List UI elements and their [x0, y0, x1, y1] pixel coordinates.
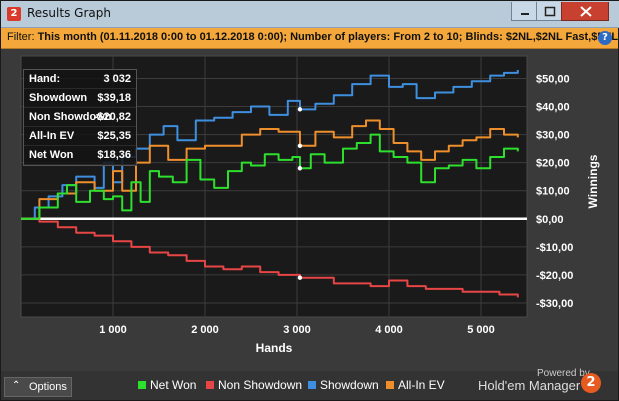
stat-value: 3 032 — [103, 73, 131, 85]
hover-marker — [297, 107, 303, 112]
maximize-button[interactable] — [536, 2, 562, 21]
hover-marker — [297, 275, 303, 280]
stats-panel: Hand: 3 032 Showdown $39,18 Non Showdown -$… — [23, 69, 137, 166]
chevron-up-icon: ⌃ — [12, 380, 21, 391]
filter-text: Filter: This month (01.11.2018 0:00 to 0… — [7, 31, 618, 43]
filter-bar: Filter: This month (01.11.2018 0:00 to 0… — [1, 28, 618, 49]
series-line-showdown — [21, 70, 519, 220]
x-tick-label: 4 000 — [375, 324, 403, 336]
legend-item-allin-ev[interactable]: All-In EV — [386, 378, 445, 392]
y-tick-label: -$20,00 — [536, 270, 573, 282]
options-label: Options — [29, 381, 67, 393]
stat-row-hands: Hand: 3 032 — [24, 70, 136, 89]
y-tick-label: $30,00 — [536, 130, 570, 142]
y-tick-label: -$10,00 — [536, 242, 573, 254]
hover-marker — [297, 166, 303, 171]
legend-item-showdown[interactable]: Showdown — [308, 378, 379, 392]
legend-label: All-In EV — [398, 378, 445, 392]
stat-label: Non Showdown — [29, 111, 112, 123]
legend-label: Non Showdown — [218, 378, 303, 392]
legend-label: Net Won — [150, 378, 197, 392]
app-logo-icon: 2 — [7, 7, 21, 21]
y-tick-label: $40,00 — [536, 102, 570, 114]
legend-label: Showdown — [320, 378, 379, 392]
minimize-icon — [521, 13, 529, 15]
stat-row-allin-ev: All-In EV $25,35 — [24, 127, 136, 146]
window-title: Results Graph — [27, 6, 111, 20]
x-axis-label: Hands — [256, 341, 293, 355]
y-axis-label: Winnings — [586, 154, 600, 208]
filter-prefix: Filter: — [7, 31, 38, 43]
x-tick-label: 5 000 — [467, 324, 495, 336]
stat-value: $18,36 — [97, 149, 131, 161]
y-tick-label: $0,00 — [536, 214, 564, 226]
stat-label: Showdown — [29, 92, 88, 104]
stat-value: $25,35 — [97, 130, 131, 142]
series-line-net-won — [21, 133, 519, 220]
filter-value: This month (01.11.2018 0:00 to 01.12.201… — [37, 31, 619, 43]
hover-marker — [297, 143, 303, 149]
close-icon — [580, 6, 592, 17]
stat-value: -$20,82 — [93, 111, 131, 123]
legend-swatch — [386, 381, 394, 389]
stat-label: Net Won — [29, 149, 74, 161]
legend-swatch — [308, 381, 316, 389]
series-line-non-showdown — [21, 217, 519, 298]
minimize-button[interactable] — [511, 2, 537, 21]
stat-label: All-In EV — [29, 130, 75, 142]
title-bar[interactable]: 2 Results Graph — [1, 1, 619, 28]
legend-swatch — [138, 381, 146, 389]
options-button[interactable]: ⌃ Options — [4, 377, 72, 397]
legend-item-non-showdown[interactable]: Non Showdown — [206, 378, 302, 392]
x-tick-label: 3 000 — [283, 324, 311, 336]
brand-name: Hold'em Manager — [478, 378, 581, 393]
x-tick-label: 1 000 — [99, 324, 127, 336]
y-tick-label: $10,00 — [536, 186, 570, 198]
y-tick-label: -$30,00 — [536, 298, 573, 310]
maximize-icon — [544, 6, 556, 17]
brand-logo-icon: 2 — [581, 373, 601, 393]
stat-row-net-won: Net Won $18,36 — [24, 146, 136, 165]
stat-label: Hand: — [29, 73, 61, 85]
stat-row-showdown: Showdown $39,18 — [24, 89, 136, 108]
x-tick-label: 2 000 — [191, 324, 219, 336]
powered-by-text: Powered by — [537, 368, 590, 379]
legend-swatch — [206, 381, 214, 389]
help-icon[interactable]: ? — [598, 31, 612, 45]
legend-item-net-won[interactable]: Net Won — [138, 378, 196, 392]
y-tick-label: $20,00 — [536, 158, 570, 170]
stat-value: $39,18 — [97, 92, 131, 104]
stat-row-non-showdown: Non Showdown -$20,82 — [24, 108, 136, 127]
series-line-all-in-ev — [21, 119, 519, 220]
y-tick-label: $50,00 — [536, 73, 570, 85]
close-button[interactable] — [561, 2, 609, 21]
